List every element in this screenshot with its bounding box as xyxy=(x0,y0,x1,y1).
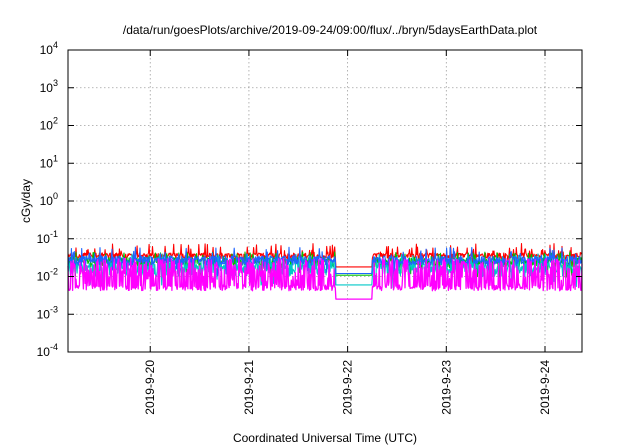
y-axis: 10-4 10-3 10-2 10-1 100 101 102 103 104 xyxy=(37,40,582,359)
y-tick-label: 10-4 xyxy=(37,342,58,359)
grid xyxy=(68,50,582,352)
series-line-5 xyxy=(67,257,583,300)
x-tick-label: 2019-9-23 xyxy=(439,360,453,415)
x-axis: 2019-9-20 2019-9-21 2019-9-22 2019-9-23 2019… xyxy=(143,50,552,415)
x-tick-label: 2019-9-22 xyxy=(341,360,355,415)
y-axis-label: cGy/day xyxy=(19,179,33,223)
series-line-4 xyxy=(67,246,583,277)
series-line-3 xyxy=(67,253,583,289)
y-tick-label: 10-3 xyxy=(37,304,58,321)
x-tick-label: 2019-9-20 xyxy=(143,360,157,415)
y-tick-label: 103 xyxy=(40,78,58,95)
chart-title: /data/run/goesPlots/archive/2019-09-24/0… xyxy=(123,23,538,37)
y-tick-label: 100 xyxy=(40,191,58,208)
y-tick-label: 102 xyxy=(40,116,58,133)
y-tick-label: 101 xyxy=(40,153,58,170)
plot-area xyxy=(67,242,583,300)
y-tick-label: 104 xyxy=(40,40,58,57)
x-tick-label: 2019-9-24 xyxy=(538,360,552,415)
x-tick-label: 2019-9-21 xyxy=(242,360,256,415)
y-tick-label: 10-2 xyxy=(37,267,58,284)
y-tick-label: 10-1 xyxy=(37,229,58,246)
x-axis-label: Coordinated Universal Time (UTC) xyxy=(233,431,417,445)
